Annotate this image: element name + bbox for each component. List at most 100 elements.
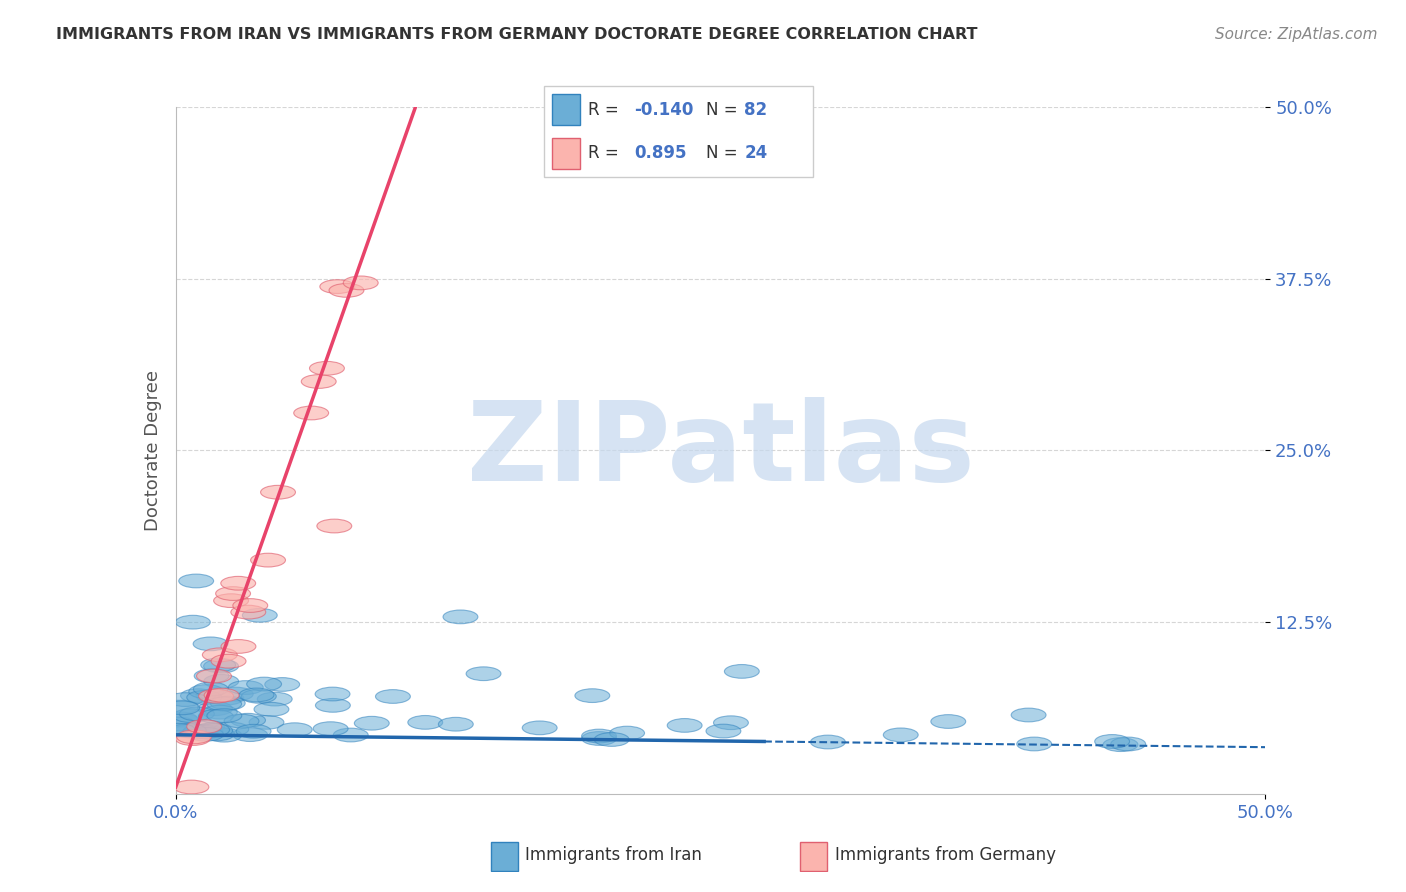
Ellipse shape: [294, 406, 329, 420]
Ellipse shape: [883, 728, 918, 742]
Ellipse shape: [176, 615, 211, 629]
Ellipse shape: [375, 690, 411, 704]
Ellipse shape: [194, 669, 229, 682]
Ellipse shape: [668, 719, 702, 732]
Ellipse shape: [215, 587, 250, 600]
Ellipse shape: [214, 594, 249, 607]
Ellipse shape: [224, 714, 259, 728]
Ellipse shape: [277, 723, 312, 737]
Ellipse shape: [254, 702, 288, 716]
Ellipse shape: [242, 608, 277, 623]
Y-axis label: Doctorate Degree: Doctorate Degree: [143, 370, 162, 531]
Ellipse shape: [1111, 737, 1146, 751]
FancyBboxPatch shape: [544, 86, 813, 178]
Ellipse shape: [408, 715, 443, 730]
Ellipse shape: [575, 689, 610, 703]
Text: 82: 82: [744, 101, 768, 119]
Ellipse shape: [246, 677, 281, 691]
Ellipse shape: [176, 731, 209, 746]
Ellipse shape: [228, 681, 263, 694]
Ellipse shape: [174, 724, 209, 738]
Ellipse shape: [211, 697, 245, 710]
Ellipse shape: [160, 717, 195, 731]
Ellipse shape: [207, 697, 242, 711]
Ellipse shape: [202, 706, 238, 719]
Ellipse shape: [207, 709, 242, 723]
Ellipse shape: [232, 728, 267, 741]
Ellipse shape: [177, 730, 211, 744]
Ellipse shape: [231, 714, 266, 727]
Ellipse shape: [706, 724, 741, 738]
Ellipse shape: [188, 725, 224, 739]
Ellipse shape: [194, 723, 229, 737]
Text: 0.895: 0.895: [634, 145, 688, 162]
Ellipse shape: [198, 723, 232, 738]
Ellipse shape: [193, 637, 228, 651]
Text: IMMIGRANTS FROM IRAN VS IMMIGRANTS FROM GERMANY DOCTORATE DEGREE CORRELATION CHA: IMMIGRANTS FROM IRAN VS IMMIGRANTS FROM …: [56, 27, 977, 42]
Ellipse shape: [173, 709, 208, 723]
Ellipse shape: [250, 553, 285, 567]
Text: R =: R =: [588, 145, 624, 162]
FancyBboxPatch shape: [800, 842, 827, 871]
Ellipse shape: [202, 648, 238, 662]
Ellipse shape: [221, 576, 256, 591]
Ellipse shape: [439, 717, 474, 731]
Ellipse shape: [174, 780, 209, 794]
FancyBboxPatch shape: [491, 842, 517, 871]
Ellipse shape: [187, 720, 222, 733]
Ellipse shape: [257, 692, 292, 706]
Ellipse shape: [314, 722, 349, 736]
Ellipse shape: [214, 723, 249, 736]
Ellipse shape: [172, 723, 207, 738]
Ellipse shape: [343, 276, 378, 290]
Text: N =: N =: [706, 101, 742, 119]
Ellipse shape: [316, 519, 352, 533]
Ellipse shape: [315, 687, 350, 701]
Ellipse shape: [319, 280, 354, 293]
Ellipse shape: [239, 688, 274, 702]
Ellipse shape: [242, 690, 276, 703]
Ellipse shape: [249, 715, 284, 730]
Ellipse shape: [218, 687, 253, 701]
Ellipse shape: [201, 658, 236, 672]
Text: R =: R =: [588, 101, 624, 119]
Ellipse shape: [200, 727, 235, 740]
Ellipse shape: [467, 667, 501, 681]
Ellipse shape: [315, 698, 350, 712]
Ellipse shape: [179, 574, 214, 588]
Ellipse shape: [198, 690, 233, 703]
Ellipse shape: [595, 732, 628, 747]
Ellipse shape: [333, 728, 368, 742]
Ellipse shape: [160, 723, 195, 737]
Ellipse shape: [231, 606, 266, 619]
Ellipse shape: [443, 610, 478, 624]
Ellipse shape: [198, 702, 232, 715]
FancyBboxPatch shape: [553, 95, 579, 125]
Ellipse shape: [180, 707, 214, 721]
Ellipse shape: [180, 689, 215, 703]
Ellipse shape: [167, 693, 202, 706]
Ellipse shape: [163, 700, 198, 714]
Ellipse shape: [209, 691, 243, 705]
Ellipse shape: [1011, 708, 1046, 722]
Ellipse shape: [1104, 738, 1137, 751]
Ellipse shape: [1017, 737, 1052, 751]
FancyBboxPatch shape: [553, 138, 579, 169]
Ellipse shape: [610, 726, 644, 740]
Ellipse shape: [183, 724, 218, 739]
Ellipse shape: [724, 665, 759, 678]
Ellipse shape: [1095, 735, 1129, 748]
Ellipse shape: [260, 485, 295, 500]
Ellipse shape: [204, 674, 239, 689]
Ellipse shape: [522, 721, 557, 735]
Ellipse shape: [301, 375, 336, 388]
Ellipse shape: [188, 728, 224, 741]
Ellipse shape: [188, 685, 224, 698]
Text: N =: N =: [706, 145, 742, 162]
Ellipse shape: [204, 659, 239, 673]
Ellipse shape: [165, 701, 200, 714]
Ellipse shape: [194, 682, 228, 696]
Ellipse shape: [187, 690, 222, 705]
Ellipse shape: [582, 731, 617, 746]
Text: Source: ZipAtlas.com: Source: ZipAtlas.com: [1215, 27, 1378, 42]
